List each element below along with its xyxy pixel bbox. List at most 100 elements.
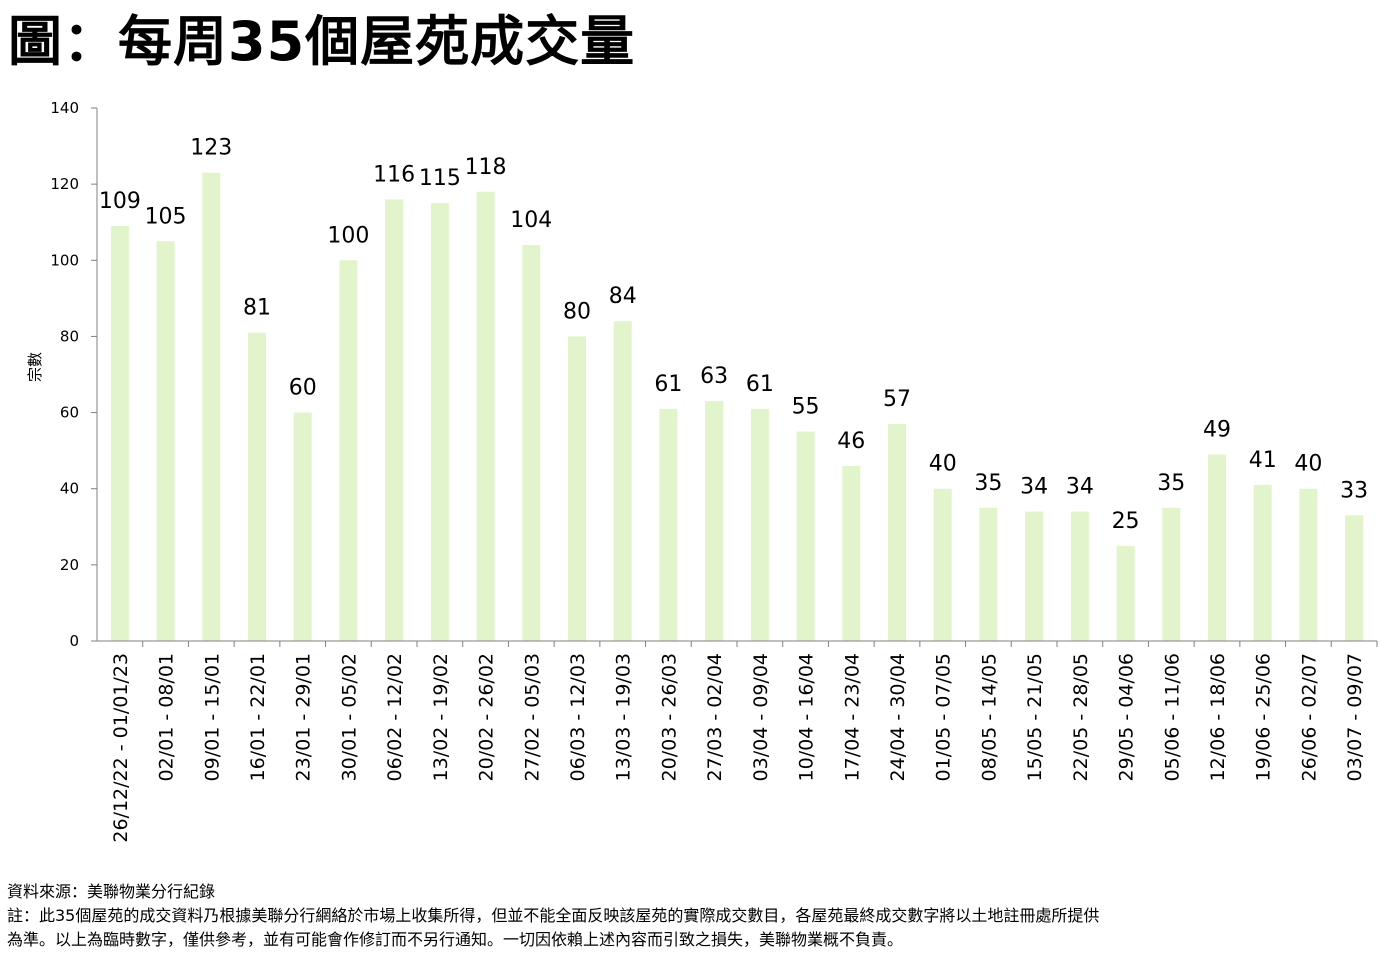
data-label: 57 [883,387,911,412]
data-label: 109 [99,189,141,214]
bar [705,401,724,641]
data-label: 49 [1203,417,1231,442]
data-label: 115 [419,166,461,191]
x-tick-label: 24/04 - 30/04 [887,653,909,781]
y-tick-label: 40 [60,480,79,498]
bar [1253,484,1272,641]
y-tick-label: 0 [69,632,79,650]
y-tick-label: 100 [50,251,79,269]
bar [1162,507,1181,641]
data-label: 118 [465,155,507,180]
x-tick-label: 30/01 - 05/02 [338,653,360,781]
bar [613,321,632,641]
data-label: 60 [289,376,317,401]
x-tick-label: 19/06 - 25/06 [1253,653,1275,781]
bar [1070,511,1089,641]
bar [385,199,404,641]
x-tick-label: 13/02 - 19/02 [430,653,452,781]
x-tick-label: 06/02 - 12/02 [384,653,406,781]
bar [293,412,312,641]
x-tick-label: 22/05 - 28/05 [1070,653,1092,781]
source-note: 資料來源：美聯物業分行紀錄 [7,882,216,901]
x-tick-label: 23/01 - 29/01 [293,653,315,781]
bar [1025,511,1044,641]
bar [1208,454,1226,641]
bar [842,465,861,641]
page-title: 圖：每周35個屋苑成交量 [8,10,636,73]
bar [796,431,815,641]
x-tick-label: 12/06 - 18/06 [1207,653,1229,781]
data-label: 35 [1157,471,1185,496]
bar [979,507,998,641]
y-axis-label: 宗數 [26,352,44,382]
x-tick-label: 26/12/22 - 01/01/23 [110,653,132,843]
y-tick-label: 120 [50,175,79,193]
data-label: 116 [373,162,415,187]
bar [750,408,769,641]
data-label: 61 [746,372,774,397]
x-tick-label: 01/05 - 07/05 [933,653,955,781]
bar [1345,515,1364,641]
bar [156,241,175,641]
bar [888,423,906,641]
data-label: 100 [327,223,369,248]
bar [522,245,541,642]
y-tick-label: 20 [60,556,79,574]
data-label: 84 [609,284,637,309]
data-label: 33 [1340,478,1368,503]
x-tick-label: 09/01 - 15/01 [201,653,223,781]
bar [1116,545,1135,641]
data-label: 40 [1294,452,1322,477]
data-label: 46 [837,429,865,454]
bar [202,172,221,641]
data-label: 105 [145,204,187,229]
y-axis: 0 20 40 60 80 100 120 140 [50,99,98,650]
data-label: 25 [1112,509,1140,534]
bar [659,408,678,641]
data-label: 81 [243,296,271,321]
x-axis: 26/12/22 - 01/01/23 02/01 - 08/01 09/01 - … [97,640,1378,843]
x-tick-label: 27/03 - 02/04 [704,653,726,781]
x-tick-label: 20/03 - 26/03 [658,653,680,781]
data-label: 41 [1249,448,1277,473]
bar [110,226,129,641]
footer: 資料來源：美聯物業分行紀錄 註：此35個屋苑的成交資料乃根據美聯分行網絡於市場上… [7,880,1392,952]
x-tick-label: 08/05 - 14/05 [978,653,1000,781]
bar [248,332,266,641]
x-tick-label: 13/03 - 19/03 [613,653,635,781]
y-tick-label: 140 [50,99,79,117]
bar [568,336,586,641]
x-tick-label: 03/04 - 09/04 [750,653,772,781]
y-tick-label: 60 [60,404,79,422]
disclaimer-line-2: 為準。以上為臨時數字，僅供參考，並有可能會作修訂而不另行通知。一切因依賴上述內容… [7,930,904,949]
x-tick-label: 27/02 - 05/03 [521,653,543,781]
bar [430,203,449,641]
x-tick-label: 05/06 - 11/06 [1161,653,1183,781]
data-label: 63 [700,364,728,389]
data-label: 80 [563,299,591,324]
data-label: 55 [792,395,820,420]
disclaimer-line-1: 註：此35個屋苑的成交資料乃根據美聯分行網絡於市場上收集所得，但並不能全面反映該… [7,906,1100,925]
x-tick-label: 10/04 - 16/04 [796,653,818,781]
data-label: 123 [190,136,232,161]
bar [339,260,358,641]
x-tick-label: 20/02 - 26/02 [476,653,498,781]
x-tick-label: 26/06 - 02/07 [1298,653,1320,781]
data-label: 104 [510,208,552,233]
bars [110,172,1364,642]
x-tick-label: 06/03 - 12/03 [567,653,589,781]
data-label: 34 [1066,475,1094,500]
x-tick-label: 02/01 - 08/01 [156,653,178,781]
bar [1299,488,1318,641]
bar [476,191,495,641]
data-label: 35 [974,471,1002,496]
x-tick-label: 15/05 - 21/05 [1024,653,1046,781]
x-tick-label: 17/04 - 23/04 [841,653,863,781]
y-tick-label: 80 [60,327,79,345]
data-label: 61 [654,372,682,397]
data-label: 40 [929,452,957,477]
bar [933,488,952,641]
data-label: 34 [1020,475,1048,500]
